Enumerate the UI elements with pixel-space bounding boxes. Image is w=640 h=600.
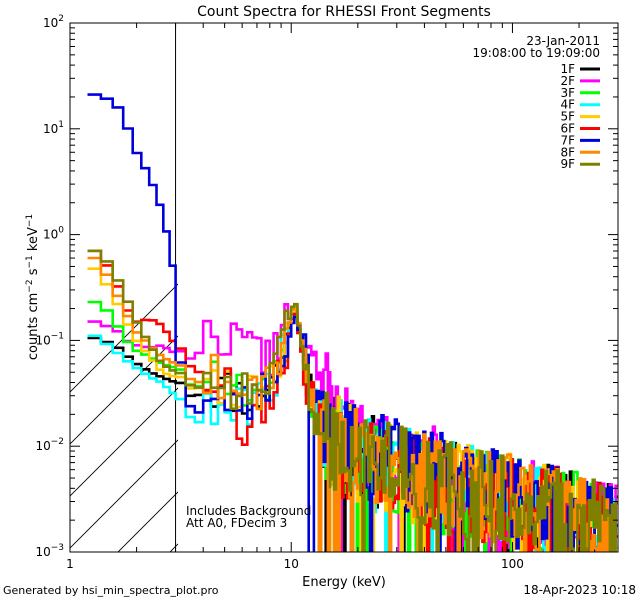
y-tick-label: 102	[43, 14, 64, 30]
legend-label-9F: 9F	[560, 157, 575, 171]
x-tick-label: 10	[284, 557, 299, 571]
y-tick-label: 100	[43, 226, 64, 242]
legend-label-6F: 6F	[560, 122, 575, 136]
hatch-line	[70, 439, 178, 549]
x-tick-label: 100	[501, 557, 524, 571]
hatch-line	[70, 283, 178, 393]
chart-title: Count Spectra for RHESSI Front Segments	[197, 4, 491, 20]
attenuator-note: Att A0, FDecim 3	[186, 516, 287, 530]
y-axis-label: counts cm−2 s−1 keV−1	[25, 214, 41, 360]
x-tick-labels: 1 10 100	[66, 557, 524, 571]
time-range: 19:08:00 to 19:09:00	[473, 46, 600, 60]
y-tick-label: 101	[43, 120, 64, 136]
legend-label-1F: 1F	[560, 62, 575, 76]
legend-label-2F: 2F	[560, 74, 575, 88]
legend-label-3F: 3F	[560, 86, 575, 100]
hatch-line	[117, 491, 178, 552]
series-line-9F	[87, 249, 618, 552]
series-lines	[87, 93, 618, 552]
legend-label-4F: 4F	[560, 98, 575, 112]
generated-date: 18-Apr-2023 10:18	[523, 583, 636, 597]
x-tick-label: 1	[66, 557, 74, 571]
y-tick-labels: 10−3 10−2 10−1 100 101 102	[35, 14, 64, 559]
axes	[69, 22, 619, 553]
plot-frame	[69, 22, 619, 553]
legend-label-5F: 5F	[560, 110, 575, 124]
legend-label-8F: 8F	[560, 145, 575, 159]
observation-date: 23-Jan-2011	[526, 34, 600, 48]
generated-by: Generated by hsi_min_spectra_plot.pro	[3, 584, 219, 597]
y-tick-label: 10−1	[35, 331, 64, 347]
x-axis-label: Energy (keV)	[302, 575, 386, 590]
y-tick-label: 10−2	[35, 437, 64, 453]
legend-label-7F: 7F	[560, 133, 575, 147]
background-note: Includes Background	[186, 504, 311, 518]
y-tick-label: 10−3	[35, 543, 64, 559]
